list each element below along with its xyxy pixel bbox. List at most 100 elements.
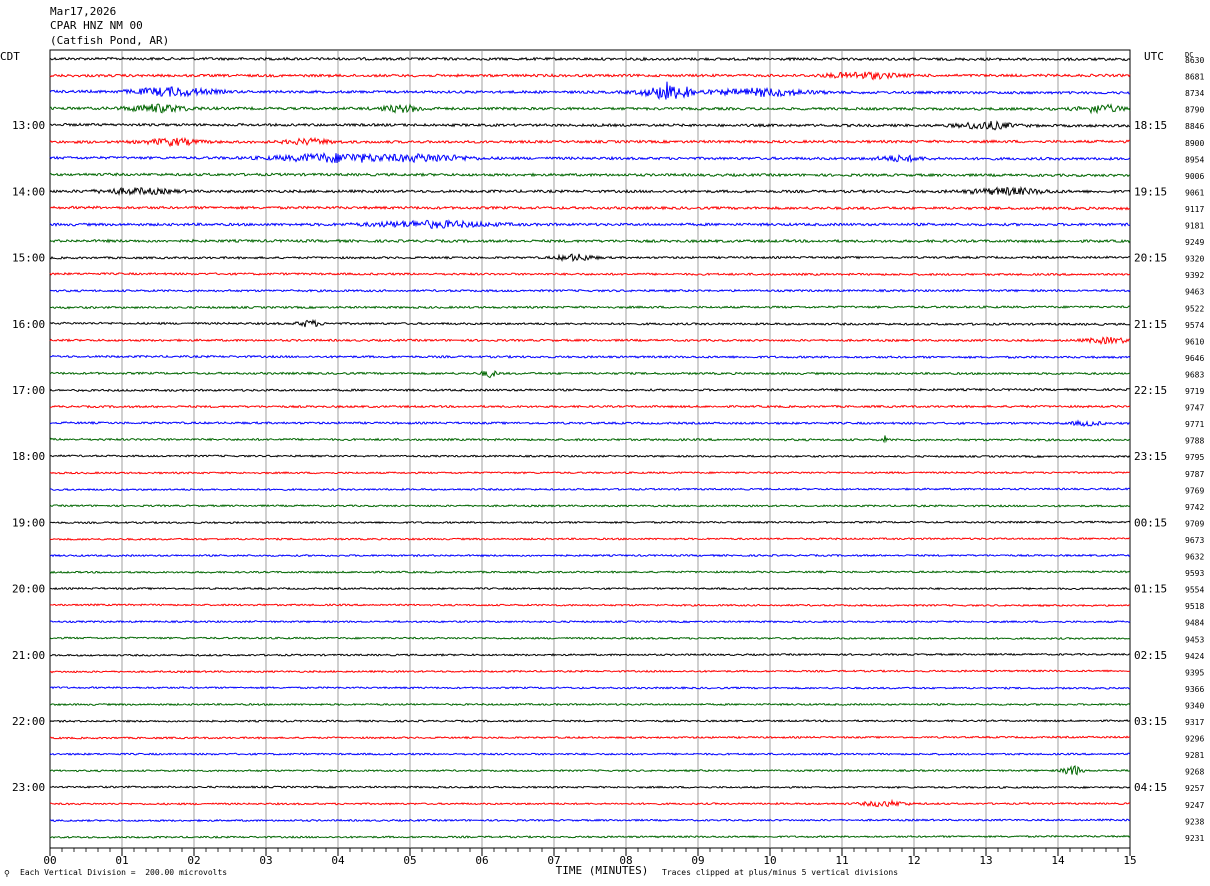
x-tick-label: 02 [187, 854, 200, 867]
left-hour-label: 21:00 [12, 649, 45, 662]
dc-offset-label: 8681 [1185, 73, 1204, 82]
x-tick-label: 01 [115, 854, 128, 867]
trace-line [49, 185, 1131, 197]
dc-offset-label: 9522 [1185, 304, 1204, 313]
trace-line [49, 504, 1131, 508]
dc-offset-label: 9181 [1185, 222, 1204, 231]
dc-offset-label: 9424 [1185, 652, 1204, 661]
trace-line [49, 537, 1131, 541]
trace-line [49, 152, 1131, 164]
dc-offset-label: 8734 [1185, 89, 1204, 98]
trace-line [49, 318, 1131, 328]
dc-offset-label: 9061 [1185, 188, 1204, 197]
trace-line [49, 570, 1131, 574]
trace-line [49, 253, 1131, 263]
trace-line [49, 205, 1131, 211]
trace-line [49, 404, 1131, 409]
x-tick-label: 08 [619, 854, 632, 867]
dc-offset-label: 9518 [1185, 602, 1204, 611]
right-hour-label: 00:15 [1134, 516, 1167, 529]
x-tick-label: 04 [331, 854, 345, 867]
clip-note: Traces clipped at plus/minus 5 vertical … [662, 868, 899, 877]
trace-line [49, 798, 1131, 808]
dc-offset-label: 9366 [1185, 685, 1204, 694]
dc-offset-label: 9769 [1185, 486, 1204, 495]
left-hour-label: 20:00 [12, 583, 45, 596]
dc-offset-label: 9646 [1185, 354, 1204, 363]
dc-offset-label: 9683 [1185, 370, 1204, 379]
trace-line [49, 636, 1131, 641]
x-tick-label: 07 [547, 854, 560, 867]
dc-offset-label: 9719 [1185, 387, 1204, 396]
dc-offset-label: 9463 [1185, 288, 1204, 297]
dc-offset-label: 9296 [1185, 735, 1204, 744]
trace-line [50, 354, 1131, 360]
dc-offset-label: 9249 [1185, 238, 1204, 247]
dc-offset-label: 8846 [1185, 122, 1204, 131]
trace-line [49, 271, 1131, 277]
dc-offset-label: 9247 [1185, 801, 1204, 810]
trace-line [49, 120, 1130, 131]
right-hour-label: 18:15 [1134, 119, 1167, 132]
trace-line [49, 238, 1131, 244]
trace-line [49, 387, 1130, 393]
dc-offset-label: 9006 [1185, 172, 1204, 181]
x-tick-label: 03 [259, 854, 272, 867]
trace-line [49, 470, 1131, 475]
dc-offset-label: 9340 [1185, 701, 1204, 710]
dc-offset-label: 9484 [1185, 619, 1204, 628]
scale-note: Each Vertical Division = 200.00 microvol… [20, 868, 228, 877]
trace-line [49, 370, 1130, 379]
trace-line [49, 619, 1131, 624]
label-layer: 00 01 02 03 04 05 06 07 08 09 10 11 12 13 14 15 TIME (MI… [0, 50, 1204, 877]
x-axis-title: TIME (MINUTES) [556, 864, 649, 877]
x-tick-label: 06 [475, 854, 488, 867]
left-hour-label: 14:00 [12, 185, 45, 198]
trace-line [50, 586, 1131, 591]
left-hour-label: 22:00 [12, 715, 45, 728]
footer-marker: ⚲ [4, 869, 10, 878]
trace-line [49, 553, 1131, 558]
trace-line [49, 136, 1131, 148]
trace-line [49, 219, 1131, 230]
trace-line [49, 702, 1131, 707]
trace-line [49, 765, 1131, 776]
right-axis-label: UTC [1144, 50, 1164, 63]
x-tick-label: 15 [1123, 854, 1136, 867]
dc-offset-label: 9554 [1185, 586, 1204, 595]
right-hour-label: 04:15 [1134, 781, 1167, 794]
trace-line [49, 454, 1131, 459]
right-hour-label: 20:15 [1134, 252, 1167, 265]
dc-offset-label: 9742 [1185, 503, 1204, 512]
dc-offset-label: 9593 [1185, 569, 1204, 578]
dc-offset-label: 9392 [1185, 271, 1204, 280]
plot-date: Mar17,2026 [50, 5, 117, 18]
right-hour-label: 19:15 [1134, 185, 1167, 198]
dc-offset-label: 9795 [1185, 453, 1204, 462]
trace-line [49, 520, 1131, 525]
trace-line [49, 603, 1130, 608]
trace-line [49, 336, 1131, 345]
x-tick-label: 14 [1051, 854, 1065, 867]
dc-offset-label: 9673 [1185, 536, 1204, 545]
left-hour-label: 13:00 [12, 119, 45, 132]
dc-offset-label: 9632 [1185, 553, 1204, 562]
right-hour-label: 02:15 [1134, 649, 1167, 662]
left-hour-label: 23:00 [12, 781, 45, 794]
trace-line [49, 752, 1131, 756]
dc-offset-label: 9238 [1185, 817, 1204, 826]
right-hour-label: 01:15 [1134, 583, 1167, 596]
station-location: (Catfish Pond, AR) [50, 34, 170, 47]
right-hour-label: 22:15 [1134, 384, 1167, 397]
dc-offset-label: 8790 [1185, 106, 1204, 115]
trace-line [50, 487, 1131, 492]
trace-line [49, 719, 1131, 723]
x-tick-label: 13 [979, 854, 992, 867]
dc-offset-label: 9395 [1185, 668, 1204, 677]
station-code: CPAR HNZ NM 00 [50, 19, 143, 32]
trace-line [49, 71, 1131, 81]
trace-line [49, 669, 1130, 674]
right-hour-label: 03:15 [1134, 715, 1167, 728]
trace-line [49, 305, 1131, 310]
